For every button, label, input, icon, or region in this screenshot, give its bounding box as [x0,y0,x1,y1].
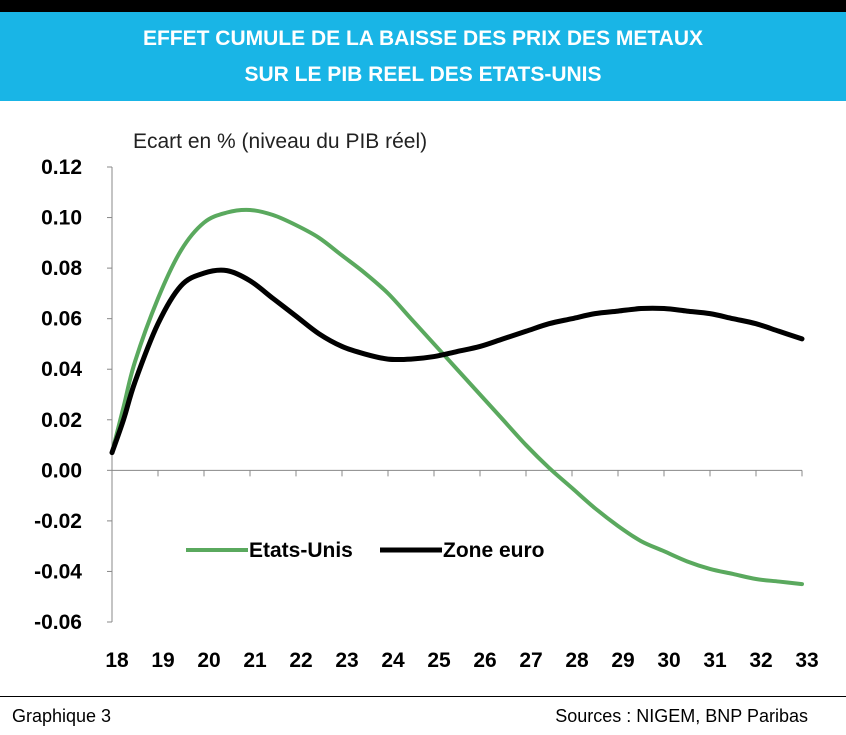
legend: Etats-Unis Zone euro [186,539,545,562]
legend-label-zone-euro: Zone euro [443,539,545,562]
x-tick-label: 19 [151,649,174,672]
x-tick-label: 30 [657,649,680,672]
chart-area: Ecart en % (niveau du PIB réel) 0.12 0.10… [0,101,846,695]
x-tick-label: 23 [335,649,358,672]
chart-title-line-2: SUR LE PIB REEL DES ETATS-UNIS [244,63,602,86]
series-lines [109,207,805,587]
x-tick-label: 32 [749,649,772,672]
x-tick-label: 27 [519,649,542,672]
y-tick-label: 0.08 [41,257,82,280]
y-tick-label: -0.04 [34,560,82,583]
sources: Sources : NIGEM, BNP Paribas [555,706,808,726]
x-tick-label: 31 [703,649,727,672]
y-tick-label: 0.04 [41,358,82,381]
x-tick-label: 22 [289,649,312,672]
x-tick-label: 25 [427,649,451,672]
y-tick-labels: 0.12 0.10 0.08 0.06 0.04 0.02 0.00 -0.02 -0.04 -0… [34,156,82,634]
x-tick-label: 26 [473,649,496,672]
x-tick-labels: 18 19 20 21 22 23 24 25 26 27 28 29 30 31 32 33 [105,649,818,672]
footer-divider [0,696,846,697]
legend-label-etats-unis: Etats-Unis [249,539,353,562]
chart-title-line-1: EFFET CUMULE DE LA BAISSE DES PRIX DES M… [142,27,704,50]
chart-number: Graphique 3 [12,706,112,726]
y-tick-label: 0.00 [41,459,82,482]
y-axis-label: Ecart en % (niveau du PIB réel) [133,130,427,153]
y-tick-marks [107,166,112,623]
x-tick-label: 18 [105,649,129,672]
x-tick-label: 29 [611,649,634,672]
x-tick-label: 28 [565,649,589,672]
y-tick-label: 0.02 [41,409,82,432]
y-tick-label: -0.06 [34,611,82,634]
top-bar [0,0,846,12]
series-line-zone-euro [109,267,805,456]
y-tick-label: 0.06 [41,308,82,331]
y-tick-label: -0.02 [34,510,82,533]
y-tick-label: 0.10 [41,207,82,230]
x-tick-label: 21 [243,649,267,672]
y-tick-label: 0.12 [41,156,82,179]
x-tick-marks [111,470,803,477]
x-tick-label: 20 [197,649,220,672]
x-tick-label: 24 [381,649,405,672]
series-line-etats-unis [110,207,804,587]
chart-title-banner: EFFET CUMULE DE LA BAISSE DES PRIX DES M… [0,12,846,101]
x-tick-label: 33 [795,649,818,672]
line-chart: Ecart en % (niveau du PIB réel) 0.12 0.10… [34,130,819,672]
